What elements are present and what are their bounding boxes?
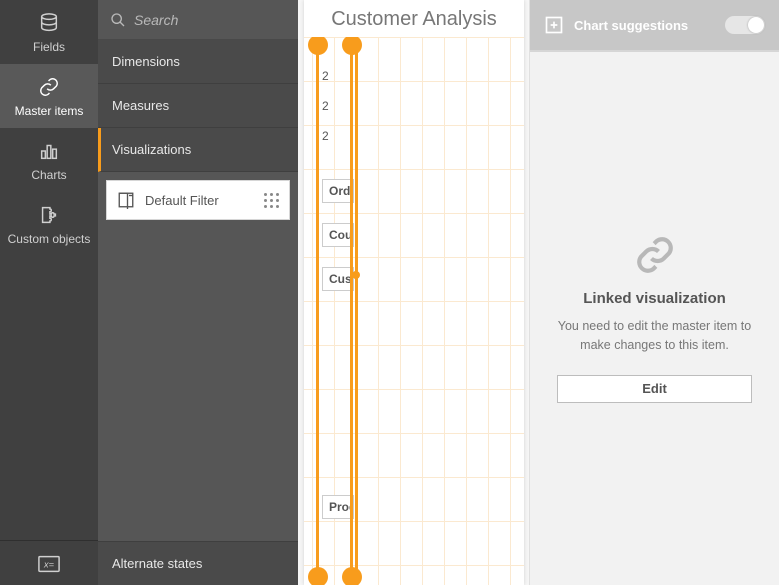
edit-button[interactable]: Edit: [557, 375, 752, 403]
rail-label: Master items: [15, 104, 84, 118]
properties-body: Linked visualization You need to edit th…: [530, 52, 779, 585]
chart-add-icon: [544, 15, 564, 35]
search-bar[interactable]: [98, 0, 298, 40]
properties-panel: Chart suggestions Linked visualization Y…: [530, 0, 779, 585]
linked-viz-message: You need to edit the master item to make…: [550, 317, 759, 355]
category-dimensions[interactable]: Dimensions: [98, 40, 298, 84]
category-visualizations[interactable]: Visualizations: [98, 128, 298, 172]
chart-suggestions-toggle[interactable]: [725, 16, 765, 34]
master-visualization-item[interactable]: Default Filter: [106, 180, 290, 220]
chart-suggestions-bar: Chart suggestions: [530, 0, 779, 52]
rail-item-charts[interactable]: Charts: [0, 128, 98, 192]
category-label: Dimensions: [112, 54, 180, 69]
search-icon: [110, 12, 126, 28]
rail-label: Fields: [33, 40, 65, 54]
asset-panel: Dimensions Measures Visualizations Defau…: [98, 0, 298, 585]
resize-handle-br[interactable]: [342, 567, 362, 585]
linked-viz-title: Linked visualization: [583, 290, 726, 307]
sheet-canvas[interactable]: Customer Analysis 2 2 2 Orde Coun Cust P…: [304, 0, 524, 585]
category-measures[interactable]: Measures: [98, 84, 298, 128]
alternate-states-label: Alternate states: [112, 556, 202, 571]
sheet-canvas-wrap: Customer Analysis 2 2 2 Orde Coun Cust P…: [298, 0, 530, 585]
asset-rail: Fields Master items Charts Custom object…: [0, 0, 98, 585]
rail-item-custom-objects[interactable]: Custom objects: [0, 192, 98, 256]
search-input[interactable]: [134, 12, 316, 28]
rail-label: Custom objects: [8, 232, 91, 246]
category-label: Visualizations: [112, 142, 191, 157]
variable-icon: x=: [38, 553, 60, 575]
puzzle-icon: [38, 204, 60, 226]
selection-outline-right: [352, 37, 356, 585]
resize-handle-mid[interactable]: [352, 271, 360, 279]
database-icon: [38, 12, 60, 34]
chart-suggestions-label: Chart suggestions: [574, 18, 715, 33]
rail-label: Charts: [31, 168, 66, 182]
link-icon: [38, 76, 60, 98]
barchart-icon: [38, 140, 60, 162]
alternate-states[interactable]: Alternate states: [98, 541, 298, 585]
link-icon: [634, 234, 676, 276]
resize-handle-bl[interactable]: [308, 567, 328, 585]
svg-text:x=: x=: [43, 560, 55, 570]
sheet-title: Customer Analysis: [304, 0, 524, 37]
rail-item-fields[interactable]: Fields: [0, 0, 98, 64]
master-item-label: Default Filter: [145, 193, 219, 208]
rail-item-master-items[interactable]: Master items: [0, 64, 98, 128]
category-label: Measures: [112, 98, 169, 113]
drag-handle-icon[interactable]: [264, 193, 279, 208]
rail-item-variables[interactable]: x=: [0, 540, 98, 585]
sheet-grid[interactable]: 2 2 2 Orde Coun Cust Prod: [304, 37, 524, 585]
filter-icon: [117, 191, 135, 209]
